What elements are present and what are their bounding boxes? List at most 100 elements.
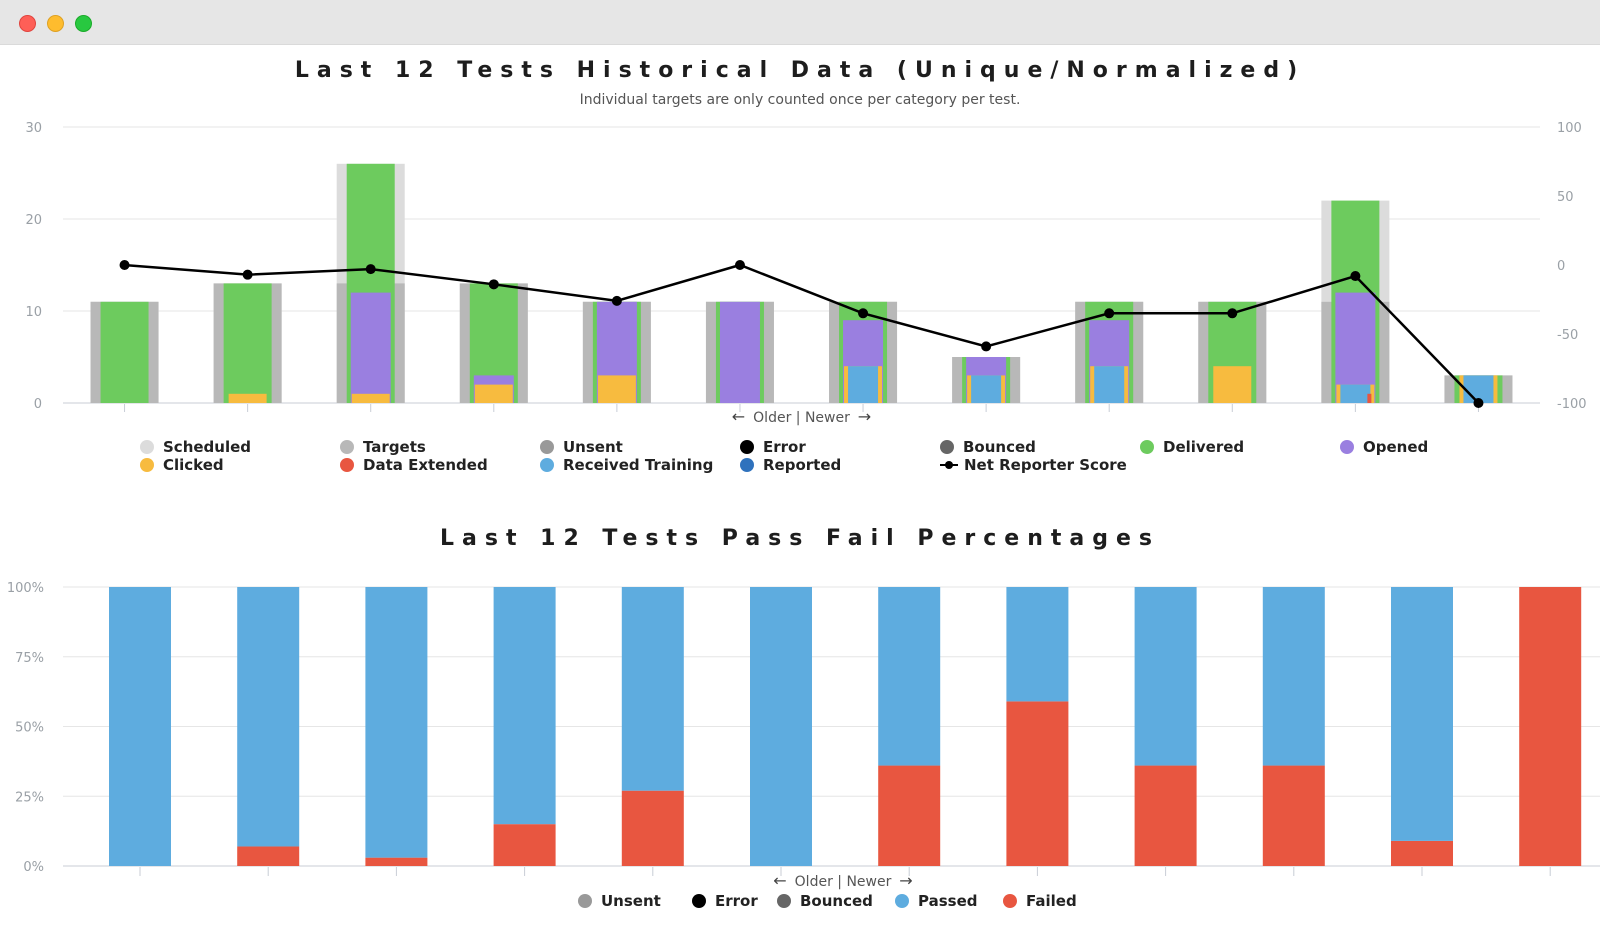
legend-swatch [340,458,354,472]
bar-delivered [223,283,272,403]
bar-received-training [971,375,1002,403]
bar-passed [237,587,300,847]
legend-label: Bounced [963,438,1036,456]
legend-item-unsent[interactable]: Unsent [578,892,661,910]
arrow-right-icon: → [858,407,871,426]
bar-passed [1134,587,1197,766]
legend-label: Delivered [1163,438,1245,456]
y2-tick-label: 50 [1557,190,1574,205]
legend-item-clicked[interactable]: Clicked [140,456,224,474]
bar-opened [719,301,760,403]
bar-clicked [474,384,513,403]
bar-received-training [1340,384,1371,403]
title-bar [0,0,1600,45]
net-reporter-score-point [1350,271,1361,282]
bar-failed [1391,840,1453,866]
legend-swatch [340,440,354,454]
legend-label: Passed [918,892,978,910]
legend-item-targets[interactable]: Targets [340,438,426,456]
legend-label: Reported [763,456,842,474]
legend-item-scheduled[interactable]: Scheduled [140,438,251,456]
legend-label: Unsent [563,438,623,456]
y-tick-label: 30 [25,121,42,136]
legend-item-error[interactable]: Error [692,892,758,910]
legend-item-error[interactable]: Error [740,438,806,456]
legend-item-net-reporter-score[interactable]: Net Reporter Score [940,456,1127,474]
legend-item-bounced[interactable]: Bounced [940,438,1036,456]
arrow-left-icon: ← [732,407,745,426]
net-reporter-score-line [124,263,1480,404]
legend-swatch [1340,440,1354,454]
legend-label: Received Training [563,456,714,474]
close-window-button[interactable] [19,15,36,32]
net-reporter-score-point [1104,308,1115,319]
y-tick-label: 0 [34,397,42,412]
legend-label: Unsent [601,892,661,910]
legend-item-delivered[interactable]: Delivered [1140,438,1244,456]
y-tick-label: 75% [15,651,44,666]
legend-item-unsent[interactable]: Unsent [540,438,623,456]
legend-label: Opened [1363,438,1429,456]
y2-tick-label: 0 [1557,259,1565,274]
bar-clicked [1213,366,1252,403]
legend-label: Net Reporter Score [964,456,1127,474]
chart1-legend: Scheduled Targets Unsent Error Bounced Delive… [0,438,1600,478]
legend-swatch [940,461,958,469]
bar-failed [237,846,300,866]
net-reporter-score-point [981,341,992,352]
bar-failed [621,790,684,866]
legend-item-reported[interactable]: Reported [740,456,841,474]
bar-failed [1519,587,1582,866]
legend-swatch [1003,894,1017,908]
bar-passed [493,587,556,825]
legend-item-received-training[interactable]: Received Training [540,456,713,474]
legend-item-opened[interactable]: Opened [1340,438,1428,456]
net-reporter-score-point [488,279,499,290]
bar-clicked [228,393,267,403]
arrow-right-icon: → [899,871,912,890]
minimize-window-button[interactable] [47,15,64,32]
legend-label: Scheduled [163,438,252,456]
chart2-title: Last 12 Tests Pass Fail Percentages [440,526,1160,551]
y2-tick-label: -50 [1557,328,1578,343]
bar-passed [109,587,171,866]
legend-swatch [540,440,554,454]
legend-item-failed[interactable]: Failed [1003,892,1077,910]
y-tick-label: 10 [25,305,42,320]
legend-item-bounced[interactable]: Bounced [777,892,873,910]
net-reporter-score-point [1473,398,1484,408]
y2-tick-label: 100 [1557,121,1582,136]
chart2-legend: Unsent Error Bounced Passed Failed [0,892,1600,916]
net-reporter-score-point [119,260,130,270]
x-axis-nav-label: Older | Newer [753,410,850,426]
maximize-window-button[interactable] [75,15,92,32]
legend-swatch [692,894,706,908]
legend-swatch [740,458,754,472]
x-axis-nav-label: Older | Newer [795,874,892,890]
legend-swatch [578,894,592,908]
historical-data-chart: 0 10 20 30 -100 -50 0 50 100 ← Older | Newer → [25,121,1586,426]
legend-item-passed[interactable]: Passed [895,892,977,910]
legend-label: Clicked [163,456,224,474]
bar-received-training [848,366,879,403]
legend-label: Failed [1026,892,1077,910]
bar-passed [1006,587,1069,702]
legend-label: Targets [363,438,426,456]
bar-clicked [597,375,636,403]
legend-swatch [740,440,754,454]
y-tick-label: 20 [25,213,42,228]
bar-delivered [100,301,149,403]
y-tick-label: 100% [7,581,44,596]
bar-clicked [351,393,390,403]
bar-passed [878,587,941,766]
legend-item-data-extended[interactable]: Data Extended [340,456,488,474]
net-reporter-score-point [858,308,869,319]
legend-swatch [895,894,909,908]
bar-passed [1262,587,1325,766]
bar-passed [1391,587,1453,841]
bar-failed [1134,765,1197,866]
legend-swatch [777,894,791,908]
bar-failed [493,824,556,866]
